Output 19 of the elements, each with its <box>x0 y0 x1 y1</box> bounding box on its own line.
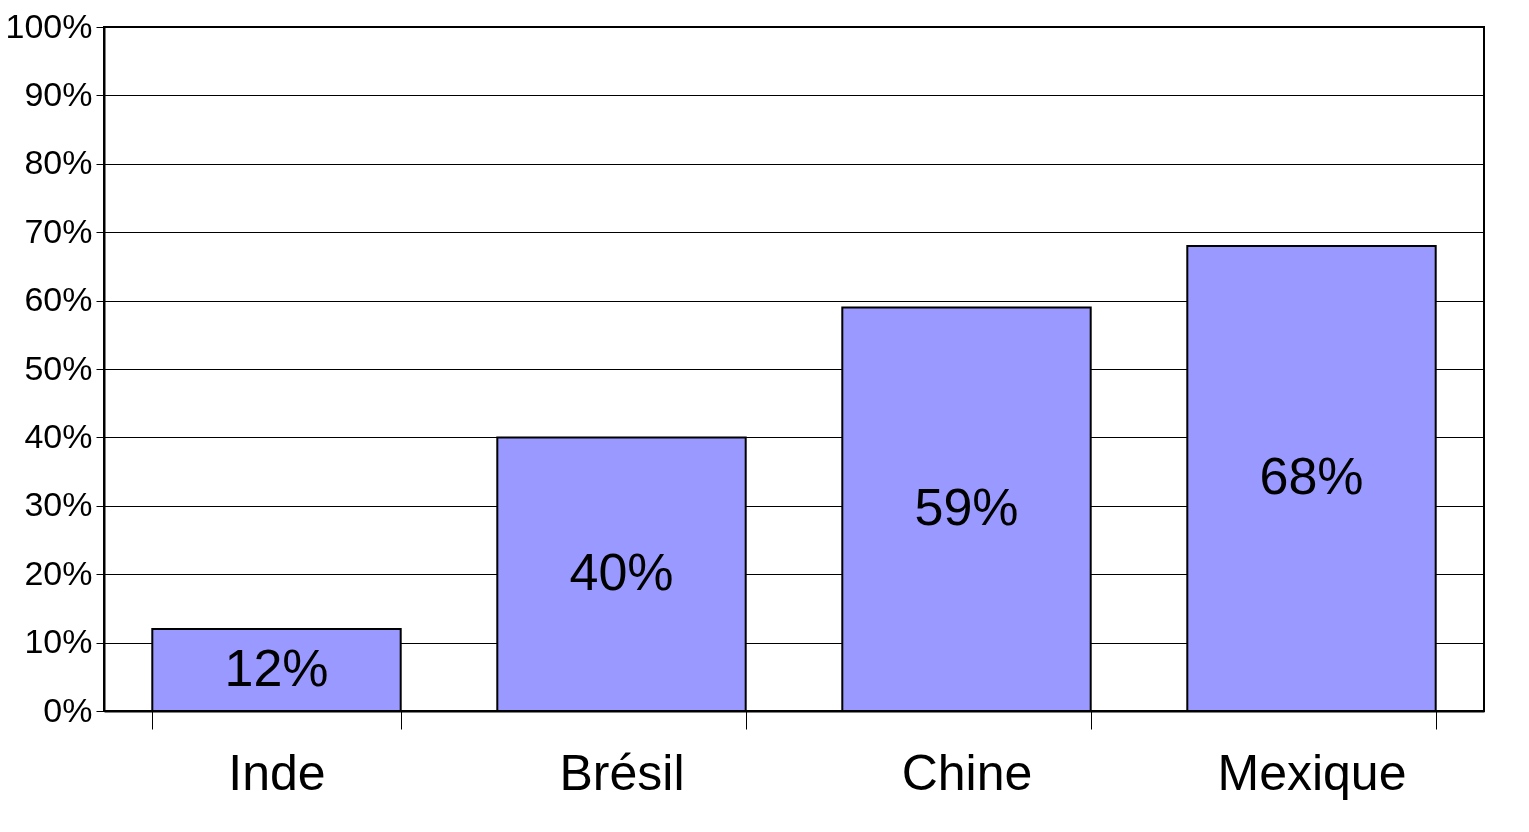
x-tick-label: Brésil <box>559 744 685 801</box>
y-tick-label: 90% <box>24 74 93 113</box>
y-tick-label: 0% <box>43 690 93 729</box>
x-tick-label: Mexique <box>1217 744 1407 801</box>
data-label: 12% <box>224 638 329 697</box>
x-tick-label: Inde <box>228 744 326 801</box>
y-tick-label: 50% <box>24 348 93 387</box>
x-tick-label: Chine <box>901 744 1033 801</box>
y-tick-label: 30% <box>24 485 93 524</box>
y-tick-label: 80% <box>24 143 93 182</box>
y-tick-label: 60% <box>24 280 93 319</box>
y-tick-label: 100% <box>5 6 93 45</box>
y-tick-label: 10% <box>24 622 93 661</box>
data-label: 68% <box>1259 447 1364 506</box>
y-tick-label: 20% <box>24 553 93 592</box>
y-tick-label: 40% <box>24 416 93 455</box>
data-label: 59% <box>914 478 1019 537</box>
data-label: 40% <box>569 543 674 602</box>
y-tick-label: 70% <box>24 211 93 250</box>
